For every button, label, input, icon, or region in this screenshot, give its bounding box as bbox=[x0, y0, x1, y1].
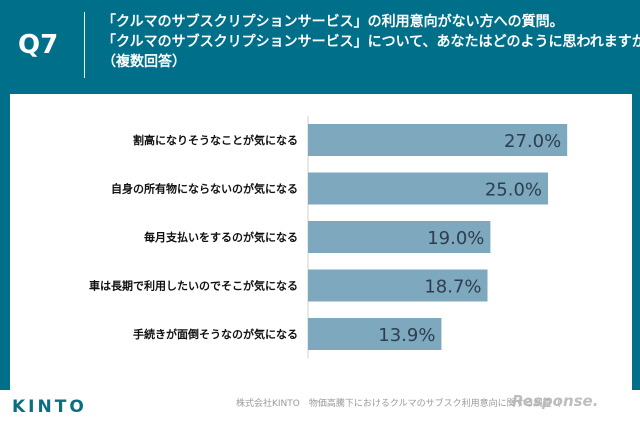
category-label-5: 手続きが面倒そうなのが気になる bbox=[133, 327, 298, 341]
bar-1 bbox=[308, 124, 568, 156]
value-label-5: 13.9% bbox=[378, 325, 435, 346]
bar-chart: 割高になりそうなことが気になる 27.0% 自身の所有物にならないのが気になる 25.… bbox=[89, 116, 568, 359]
value-label-3: 19.0% bbox=[427, 228, 484, 249]
question-text: 「クルマのサブスクリプションサービス」の利用意向がない方への質問。 「クルマのサ… bbox=[102, 12, 640, 72]
bar-4 bbox=[308, 269, 488, 302]
bar-2 bbox=[308, 172, 548, 205]
value-label-1: 27.0% bbox=[504, 131, 561, 152]
footer: KINTO 株式会社KINTO 物価高騰下におけるクルマのサブスク利用意向に関す… bbox=[0, 390, 640, 422]
source-note: 株式会社KINTO 物価高騰下におけるクルマのサブスク利用意向に関する調査（ bbox=[236, 399, 561, 409]
value-label-2: 25.0% bbox=[485, 180, 542, 201]
category-label-2: 自身の所有物にならないのが気になる bbox=[111, 182, 298, 196]
header-divider bbox=[84, 12, 85, 78]
bar-5 bbox=[308, 318, 442, 350]
question-line-2: 「クルマのサブスクリプションサービス」について、あなたはどのように思われますか。 bbox=[102, 34, 640, 50]
question-line-3: （複数回答） bbox=[102, 54, 186, 70]
header: Q7 「クルマのサブスクリプションサービス」の利用意向がない方への質問。 「クル… bbox=[0, 0, 640, 92]
kinto-logo: KINTO bbox=[12, 397, 87, 417]
chart-panel: 割高になりそうなことが気になる 27.0% 自身の所有物にならないのが気になる 25.… bbox=[10, 94, 632, 390]
value-label-4: 18.7% bbox=[424, 277, 481, 298]
question-number: Q7 bbox=[18, 30, 59, 60]
category-label-1: 割高になりそうなことが気になる bbox=[133, 133, 298, 147]
category-label-4: 車は長期で利用したいのでそこが気になる bbox=[89, 279, 298, 293]
response-watermark: Response. bbox=[512, 392, 599, 410]
question-line-1: 「クルマのサブスクリプションサービス」の利用意向がない方への質問。 bbox=[102, 14, 564, 30]
category-label-3: 毎月支払いをするのが気になる bbox=[144, 230, 298, 244]
bar-3 bbox=[308, 221, 491, 253]
